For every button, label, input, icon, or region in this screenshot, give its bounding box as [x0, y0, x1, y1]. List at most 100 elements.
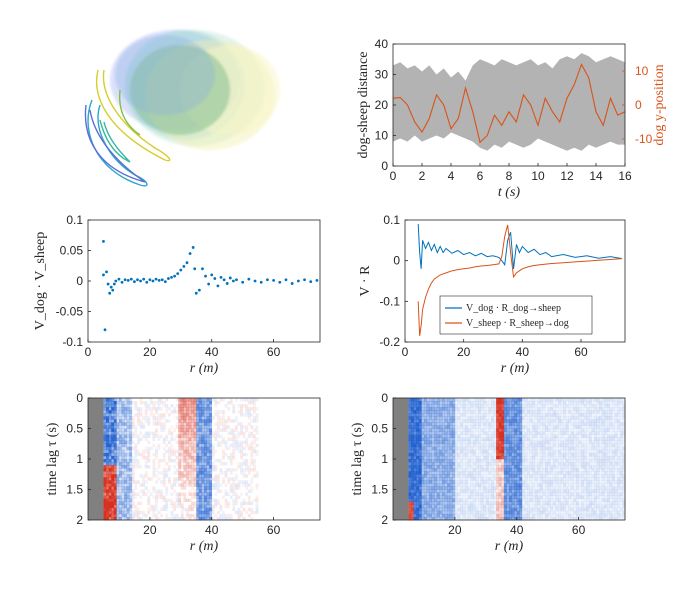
heatmap-cell	[555, 398, 559, 402]
heatmap-cell	[573, 474, 577, 478]
heatmap-cell	[429, 489, 432, 493]
heatmap-cell	[240, 452, 243, 457]
heatmap-cell	[245, 404, 249, 408]
heatmap-cell	[470, 452, 474, 457]
heatmap-cell	[596, 480, 600, 484]
heatmap-cell	[201, 477, 205, 481]
heatmap-cell	[524, 504, 528, 509]
heatmap-cell	[570, 462, 574, 466]
heatmap-cell	[126, 452, 130, 457]
heatmap-cell	[563, 455, 567, 460]
heatmap-cell	[506, 416, 510, 420]
heatmap-cell	[139, 452, 143, 457]
heatmap-cell	[570, 407, 574, 411]
heatmap-cell	[532, 486, 536, 490]
heatmap-cell	[106, 465, 109, 469]
y-tick-label: 20	[375, 98, 389, 112]
heatmap-cell	[496, 401, 499, 405]
heatmap-cell	[601, 428, 605, 432]
heatmap-cell	[408, 416, 412, 420]
heatmap-cell	[449, 516, 453, 521]
heatmap-cell	[581, 398, 585, 402]
heatmap-cell	[155, 495, 158, 499]
heatmap-cell	[529, 477, 533, 481]
heatmap-cell	[421, 459, 425, 463]
heatmap-cell	[573, 513, 577, 518]
heatmap-cell	[452, 437, 456, 441]
heatmap-cell	[408, 507, 412, 512]
heatmap-cell	[136, 422, 140, 426]
heatmap-cell	[106, 416, 109, 420]
heatmap-cell	[180, 419, 184, 423]
heatmap-cell	[240, 398, 243, 402]
heatmap-cell	[136, 480, 140, 484]
heatmap-cell	[606, 462, 610, 466]
heatmap-cell	[457, 410, 461, 414]
heatmap-cell	[519, 413, 523, 417]
heatmap-cell	[483, 516, 487, 521]
heatmap-cell	[111, 431, 115, 435]
heatmap-cell	[454, 480, 458, 484]
heatmap-cell	[439, 410, 443, 414]
heatmap-cell	[462, 492, 466, 496]
heatmap-cell	[581, 483, 585, 487]
heatmap-cell	[606, 474, 610, 478]
heatmap-cell	[209, 468, 213, 472]
heatmap-cell	[490, 477, 494, 481]
heatmap-cell	[204, 455, 207, 460]
heatmap-cell	[408, 471, 412, 475]
heatmap-cell	[485, 425, 489, 429]
heatmap-cell	[431, 516, 435, 521]
heatmap-cell	[609, 404, 613, 408]
heatmap-cell	[462, 516, 466, 521]
heatmap-cell	[609, 410, 613, 414]
heatmap-cell	[240, 425, 243, 429]
heatmap-cell	[173, 516, 176, 521]
heatmap-cell	[209, 492, 213, 496]
heatmap-cell	[167, 516, 171, 521]
heatmap-cell	[537, 449, 541, 454]
heatmap-cell	[578, 410, 582, 414]
heatmap-cell	[191, 468, 194, 472]
heatmap-cell	[413, 504, 417, 509]
heatmap-cell	[439, 492, 443, 496]
heatmap-cell	[237, 513, 241, 518]
heatmap-cell	[198, 462, 202, 466]
heatmap-cell	[191, 507, 194, 512]
heatmap-cell	[147, 440, 151, 445]
heatmap-cell	[106, 404, 109, 408]
heatmap-cell	[175, 404, 179, 408]
heatmap-cell	[106, 495, 109, 499]
heatmap-cell	[116, 428, 120, 432]
heatmap-cell	[139, 431, 143, 435]
heatmap-cell	[550, 474, 554, 478]
heatmap-cell	[152, 486, 156, 490]
heatmap-cell	[429, 410, 432, 414]
heatmap-cell	[121, 516, 125, 521]
heatmap-cell	[204, 428, 207, 432]
heatmap-cell	[606, 452, 610, 457]
heatmap-cell	[478, 440, 481, 445]
heatmap-cell	[234, 474, 238, 478]
heatmap-cell	[408, 425, 412, 429]
heatmap-cell	[157, 489, 161, 493]
heatmap-cell	[467, 428, 471, 432]
heatmap-cell	[129, 452, 133, 457]
heatmap-cell	[591, 474, 595, 478]
heatmap-cell	[418, 434, 422, 438]
heatmap-cell	[204, 483, 207, 487]
heatmap-cell	[131, 416, 135, 420]
heatmap-cell	[222, 510, 225, 515]
heatmap-cell	[160, 492, 164, 496]
heatmap-cell	[206, 462, 210, 466]
heatmap-cell	[496, 492, 499, 496]
data-point	[225, 282, 229, 285]
heatmap-cell	[521, 489, 525, 493]
heatmap-cell	[485, 516, 489, 521]
heatmap-cell	[532, 422, 536, 426]
heatmap-cell	[452, 495, 456, 499]
heatmap-cell	[591, 455, 595, 460]
heatmap-cell	[586, 507, 590, 512]
heatmap-cell	[516, 507, 520, 512]
heatmap-cell	[111, 495, 115, 499]
